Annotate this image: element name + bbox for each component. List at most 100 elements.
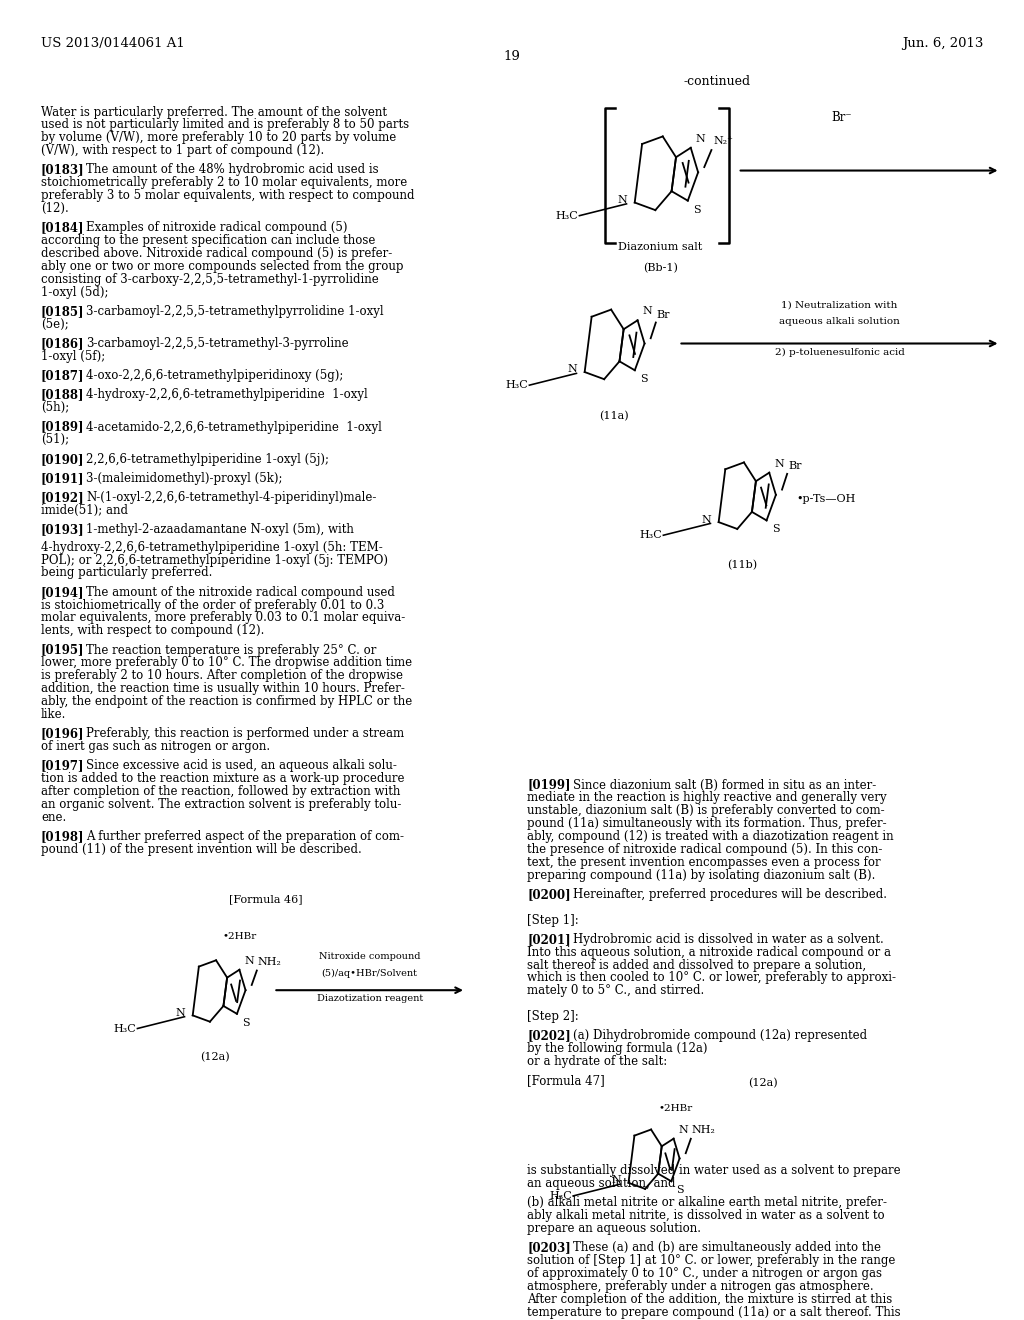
Text: preferably 3 to 5 molar equivalents, with respect to compound: preferably 3 to 5 molar equivalents, wit…: [41, 189, 415, 202]
Text: Jun. 6, 2013: Jun. 6, 2013: [902, 37, 983, 50]
Text: Preferably, this reaction is performed under a stream: Preferably, this reaction is performed u…: [86, 727, 404, 741]
Text: 4-hydroxy-2,2,6,6-tetramethylpiperidine 1-oxyl (5h: TEM-: 4-hydroxy-2,2,6,6-tetramethylpiperidine …: [41, 541, 383, 554]
Text: The amount of the nitroxide radical compound used: The amount of the nitroxide radical comp…: [86, 586, 395, 599]
Text: Nitroxide compound: Nitroxide compound: [318, 952, 421, 961]
Text: an aqueous solution, and: an aqueous solution, and: [527, 1177, 676, 1191]
Text: mediate in the reaction is highly reactive and generally very: mediate in the reaction is highly reacti…: [527, 792, 887, 804]
Text: 1-oxyl (5f);: 1-oxyl (5f);: [41, 350, 105, 363]
Text: S: S: [772, 524, 779, 535]
Text: 1) Neutralization with: 1) Neutralization with: [781, 301, 898, 309]
Text: Into this aqueous solution, a nitroxide radical compound or a: Into this aqueous solution, a nitroxide …: [527, 945, 891, 958]
Text: pound (11a) simultaneously with its formation. Thus, prefer-: pound (11a) simultaneously with its form…: [527, 817, 887, 830]
Text: ably, compound (12) is treated with a diazotization reagent in: ably, compound (12) is treated with a di…: [527, 830, 894, 843]
Text: preparing compound (11a) by isolating diazonium salt (B).: preparing compound (11a) by isolating di…: [527, 869, 876, 882]
Text: US 2013/0144061 A1: US 2013/0144061 A1: [41, 37, 184, 50]
Text: molar equivalents, more preferably 0.03 to 0.1 molar equiva-: molar equivalents, more preferably 0.03 …: [41, 611, 406, 624]
Text: (12a): (12a): [201, 1052, 229, 1063]
Text: (12).: (12).: [41, 202, 69, 215]
Text: The reaction temperature is preferably 25° C. or: The reaction temperature is preferably 2…: [86, 644, 377, 656]
Text: Br: Br: [656, 310, 671, 319]
Text: 1-oxyl (5d);: 1-oxyl (5d);: [41, 285, 109, 298]
Text: Since diazonium salt (B) formed in situ as an inter-: Since diazonium salt (B) formed in situ …: [572, 779, 876, 792]
Text: These (a) and (b) are simultaneously added into the: These (a) and (b) are simultaneously add…: [572, 1241, 881, 1254]
Text: ably one or two or more compounds selected from the group: ably one or two or more compounds select…: [41, 260, 403, 273]
Text: H₃C: H₃C: [550, 1191, 572, 1201]
Text: Br: Br: [788, 461, 802, 471]
Text: 3-carbamoyl-2,2,5,5-tetramethyl-3-pyrroline: 3-carbamoyl-2,2,5,5-tetramethyl-3-pyrrol…: [86, 337, 349, 350]
Text: 4-acetamido-2,2,6,6-tetramethylpiperidine  1-oxyl: 4-acetamido-2,2,6,6-tetramethylpiperidin…: [86, 421, 382, 433]
Text: [0184]: [0184]: [41, 222, 84, 235]
Text: (12a): (12a): [749, 1078, 778, 1089]
Text: [0189]: [0189]: [41, 421, 84, 433]
Text: [0196]: [0196]: [41, 727, 84, 741]
Text: [0199]: [0199]: [527, 779, 570, 792]
Text: is substantially dissolved in water used as a solvent to prepare: is substantially dissolved in water used…: [527, 1164, 901, 1177]
Text: Br⁻: Br⁻: [831, 111, 852, 124]
Text: N-(1-oxyl-2,2,6,6-tetramethyl-4-piperidinyl)male-: N-(1-oxyl-2,2,6,6-tetramethyl-4-piperidi…: [86, 491, 377, 504]
Text: tion is added to the reaction mixture as a work-up procedure: tion is added to the reaction mixture as…: [41, 772, 404, 785]
Text: H₃C: H₃C: [640, 531, 663, 540]
Text: pound (11) of the present invention will be described.: pound (11) of the present invention will…: [41, 843, 361, 855]
Text: (5e);: (5e);: [41, 318, 69, 331]
Text: an organic solvent. The extraction solvent is preferably tolu-: an organic solvent. The extraction solve…: [41, 797, 401, 810]
Text: H₃C: H₃C: [556, 211, 579, 220]
Text: 3-carbamoyl-2,2,5,5-tetramethylpyrrolidine 1-oxyl: 3-carbamoyl-2,2,5,5-tetramethylpyrrolidi…: [86, 305, 384, 318]
Text: is stoichiometrically of the order of preferably 0.01 to 0.3: is stoichiometrically of the order of pr…: [41, 598, 384, 611]
Text: •2HBr: •2HBr: [658, 1104, 692, 1113]
Text: 3-(maleimidomethyl)-proxyl (5k);: 3-(maleimidomethyl)-proxyl (5k);: [86, 473, 283, 484]
Text: •p-Ts—OH: •p-Ts—OH: [797, 494, 856, 504]
Text: Hydrobromic acid is dissolved in water as a solvent.: Hydrobromic acid is dissolved in water a…: [572, 933, 884, 946]
Text: lents, with respect to compound (12).: lents, with respect to compound (12).: [41, 624, 264, 638]
Text: 1-methyl-2-azaadamantane N-oxyl (5m), with: 1-methyl-2-azaadamantane N-oxyl (5m), wi…: [86, 524, 354, 536]
Text: 2) p-toluenesulfonic acid: 2) p-toluenesulfonic acid: [774, 347, 904, 356]
Text: is preferably 2 to 10 hours. After completion of the dropwise: is preferably 2 to 10 hours. After compl…: [41, 669, 403, 682]
Text: [0183]: [0183]: [41, 164, 85, 177]
Text: N: N: [643, 306, 652, 317]
Text: N: N: [679, 1125, 688, 1135]
Text: N: N: [245, 956, 254, 966]
Text: after completion of the reaction, followed by extraction with: after completion of the reaction, follow…: [41, 785, 400, 799]
Text: (5)/aq•HBr/Solvent: (5)/aq•HBr/Solvent: [322, 969, 418, 978]
Text: [0193]: [0193]: [41, 524, 85, 536]
Text: lower, more preferably 0 to 10° C. The dropwise addition time: lower, more preferably 0 to 10° C. The d…: [41, 656, 412, 669]
Text: being particularly preferred.: being particularly preferred.: [41, 566, 212, 579]
Text: unstable, diazonium salt (B) is preferably converted to com-: unstable, diazonium salt (B) is preferab…: [527, 804, 885, 817]
Text: N: N: [567, 364, 578, 375]
Text: [0201]: [0201]: [527, 933, 571, 946]
Text: [0191]: [0191]: [41, 473, 84, 484]
Text: ene.: ene.: [41, 810, 67, 824]
Text: imide(51); and: imide(51); and: [41, 504, 128, 517]
Text: (5h);: (5h);: [41, 401, 70, 414]
Text: The amount of the 48% hydrobromic acid used is: The amount of the 48% hydrobromic acid u…: [86, 164, 379, 177]
Text: [0200]: [0200]: [527, 888, 571, 900]
Text: (a) Dihydrobromide compound (12a) represented: (a) Dihydrobromide compound (12a) repres…: [572, 1030, 866, 1043]
Text: addition, the reaction time is usually within 10 hours. Prefer-: addition, the reaction time is usually w…: [41, 682, 404, 696]
Text: consisting of 3-carboxy-2,2,5,5-tetramethyl-1-pyrrolidine: consisting of 3-carboxy-2,2,5,5-tetramet…: [41, 273, 379, 285]
Text: stoichiometrically preferably 2 to 10 molar equivalents, more: stoichiometrically preferably 2 to 10 mo…: [41, 177, 408, 189]
Text: [0195]: [0195]: [41, 644, 84, 656]
Text: S: S: [640, 374, 647, 384]
Text: A further preferred aspect of the preparation of com-: A further preferred aspect of the prepar…: [86, 830, 404, 843]
Text: S: S: [242, 1018, 250, 1028]
Text: After completion of the addition, the mixture is stirred at this: After completion of the addition, the mi…: [527, 1292, 893, 1305]
Text: [0190]: [0190]: [41, 453, 84, 466]
Text: by the following formula (12a): by the following formula (12a): [527, 1043, 708, 1055]
Text: [0187]: [0187]: [41, 370, 84, 383]
Text: N: N: [176, 1007, 185, 1018]
Text: according to the present specification can include those: according to the present specification c…: [41, 234, 376, 247]
Text: [Step 2]:: [Step 2]:: [527, 1010, 580, 1023]
Text: Water is particularly preferred. The amount of the solvent: Water is particularly preferred. The amo…: [41, 106, 387, 119]
Text: like.: like.: [41, 708, 67, 721]
Text: [0198]: [0198]: [41, 830, 84, 843]
Text: (11a): (11a): [600, 411, 629, 421]
Text: [0188]: [0188]: [41, 388, 84, 401]
Text: aqueous alkali solution: aqueous alkali solution: [779, 317, 900, 326]
Text: 19: 19: [504, 50, 520, 63]
Text: Examples of nitroxide radical compound (5): Examples of nitroxide radical compound (…: [86, 222, 347, 235]
Text: temperature to prepare compound (11a) or a salt thereof. This: temperature to prepare compound (11a) or…: [527, 1305, 901, 1319]
Text: [0202]: [0202]: [527, 1030, 571, 1043]
Text: of inert gas such as nitrogen or argon.: of inert gas such as nitrogen or argon.: [41, 741, 270, 752]
Text: solution of [Step 1] at 10° C. or lower, preferably in the range: solution of [Step 1] at 10° C. or lower,…: [527, 1254, 896, 1267]
Text: of approximately 0 to 10° C., under a nitrogen or argon gas: of approximately 0 to 10° C., under a ni…: [527, 1267, 883, 1280]
Text: prepare an aqueous solution.: prepare an aqueous solution.: [527, 1222, 701, 1236]
